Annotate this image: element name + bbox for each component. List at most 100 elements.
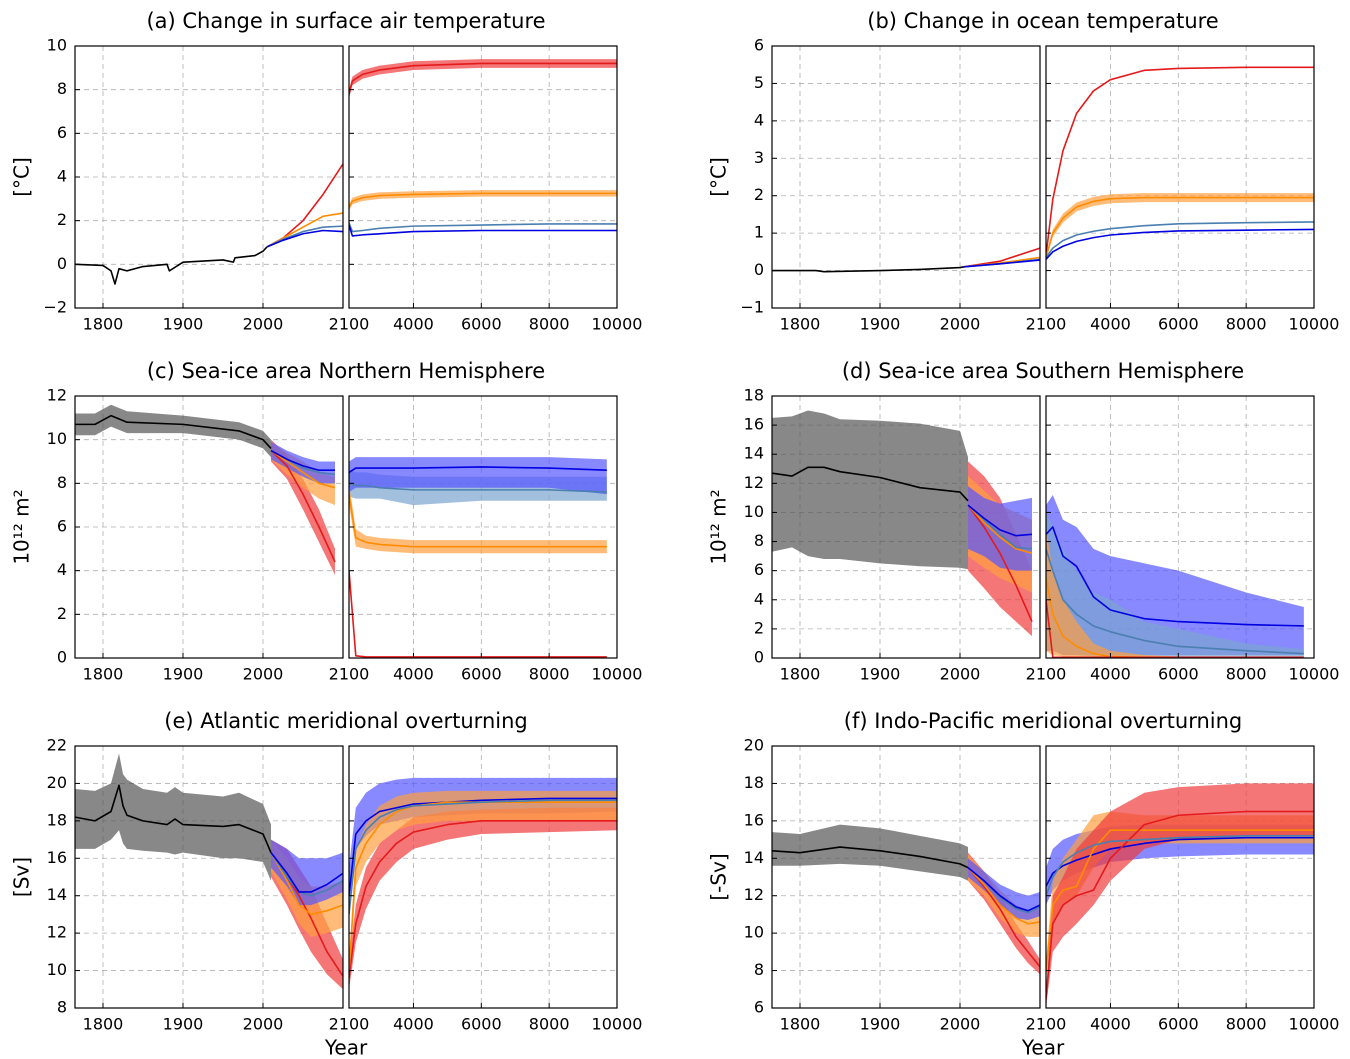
series-line [772,266,965,273]
uncertainty-band [349,59,617,99]
axes-frame [74,45,344,309]
plot-area [349,59,617,237]
y-tick-label: 0 [57,648,67,667]
series-line [1046,228,1314,260]
x-tick-label: 2100 [329,665,370,684]
uncertainty-band [1046,193,1314,260]
axes-frame [348,395,618,659]
axes-frame [771,395,1041,659]
plot-area [349,457,607,658]
x-tick-label: 4000 [393,665,434,684]
y-tick-label: 12 [47,923,67,942]
x-tick-label: 10000 [592,315,643,334]
chart-title: (a) Change in surface air temperature [146,9,545,33]
series-line [1046,548,1304,655]
y-tick-label: 4 [57,560,67,579]
y-tick-label: 6 [57,517,67,536]
y-tick-label: 10 [744,923,764,942]
x-tick-label: 1900 [860,315,901,334]
x-tick-label: 8000 [1226,665,1267,684]
y-tick-label: 5 [754,73,764,92]
x-tick-label: 8000 [1226,315,1267,334]
series-line [1046,526,1304,627]
series-line [967,504,1033,554]
y-tick-label: 8 [754,531,764,550]
axes-frame [348,745,618,1009]
series-line [349,62,617,95]
y-tick-label: 2 [57,210,67,229]
uncertainty-band [349,457,607,495]
chart-title: (b) Change in ocean temperature [867,9,1218,33]
axes-frame [771,745,1041,1009]
series-line [270,852,343,897]
axes-frame [1045,45,1315,309]
plot-area [772,247,1040,273]
series-line [349,482,607,493]
y-tick-label: 2 [754,185,764,204]
y-tick-label: 16 [744,415,764,434]
y-tick-label: 6 [754,560,764,579]
y-tick-label: 0 [57,254,67,273]
x-tick-label: 1900 [163,315,204,334]
x-tick-label: 10000 [1289,665,1340,684]
plot-area [1046,66,1314,260]
y-tick-label: 8 [754,960,764,979]
y-tick-label: 2 [754,618,764,637]
y-tick-label: 12 [744,885,764,904]
y-axis-label: 10¹² m² [10,489,34,564]
x-tick-label: 1900 [163,1015,204,1034]
x-tick-label: 4000 [1090,1015,1131,1034]
y-tick-label: 4 [754,589,764,608]
chart-title: (f) Indo-Pacific meridional overturning [844,709,1243,733]
chart-panel: (c) Sea-ice area Northern Hemisphere 10¹²… [10,359,643,684]
y-tick-label: 1 [754,223,764,242]
series-line [967,867,1040,912]
y-tick-label: 10 [47,960,67,979]
series-line [967,867,1040,968]
uncertainty-band [968,858,1040,921]
y-tick-label: −2 [43,298,67,317]
x-tick-label: 1900 [860,1015,901,1034]
y-tick-label: 2 [57,604,67,623]
x-tick-label: 2100 [329,315,370,334]
y-tick-label: 8 [57,998,67,1017]
x-tick-label: 6000 [461,1015,502,1034]
y-tick-label: 20 [744,736,764,755]
x-tick-label: 8000 [529,665,570,684]
chart-panel: (e) Atlantic meridional overturning [Sv] Y… [10,709,643,1059]
y-tick-label: 4 [754,110,764,129]
x-tick-label: 6000 [1158,315,1199,334]
uncertainty-band [772,824,968,881]
y-tick-label: 0 [754,260,764,279]
chart-panel: (f) Indo-Pacific meridional overturning [… [707,709,1340,1059]
x-tick-label: 1800 [83,665,124,684]
series-line [349,801,617,971]
x-tick-label: 2100 [329,1015,370,1034]
x-tick-label: 2000 [243,665,284,684]
uncertainty-band [75,404,271,458]
y-tick-label: 4 [57,167,67,186]
series-line [967,867,1040,925]
x-tick-label: 8000 [1226,1015,1267,1034]
series-line [266,163,343,248]
y-tick-label: 12 [47,386,67,405]
x-axis-label: Year [1021,1036,1065,1059]
uncertainty-band [1046,527,1304,658]
uncertainty-band [349,190,617,211]
axes-frame [74,745,344,1009]
series-line [349,192,617,208]
series-line [270,852,343,916]
chart-title: (d) Sea-ice area Southern Hemisphere [842,359,1244,383]
x-tick-label: 1800 [780,315,821,334]
uncertainty-band [772,410,968,570]
series-line [1046,835,1314,896]
x-tick-label: 6000 [461,665,502,684]
x-tick-label: 1800 [780,665,821,684]
plot-area [772,410,1033,637]
plot-area [1046,494,1304,658]
axes-frame [1045,745,1315,1009]
y-axis-label: [°C] [10,157,34,197]
y-tick-label: 10 [47,36,67,55]
series-line [1046,829,1314,971]
series-line [349,222,617,233]
